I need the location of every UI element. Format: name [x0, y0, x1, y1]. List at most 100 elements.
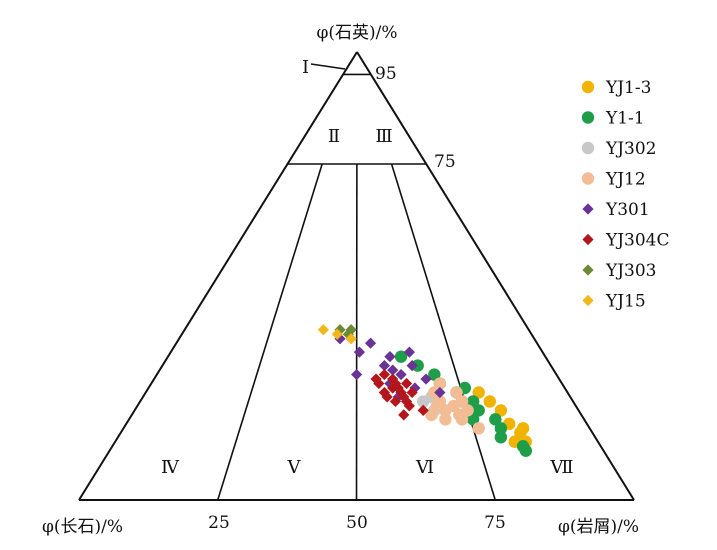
data-point: [466, 395, 480, 408]
data-point: [389, 395, 402, 408]
zone-label-vii: Ⅶ: [549, 457, 573, 478]
data-point: [417, 395, 430, 408]
data-point: [472, 422, 485, 435]
data-point: [334, 324, 346, 336]
legend-marker: [582, 203, 594, 215]
data-point: [455, 395, 469, 408]
data-point: [378, 360, 390, 372]
zone-label-i: Ⅰ: [302, 57, 309, 78]
data-point: [433, 377, 447, 390]
legend-marker: [581, 111, 595, 124]
legend-label: YJ15: [605, 292, 646, 312]
legend-label: YJ303: [605, 261, 657, 281]
data-point: [395, 368, 407, 381]
data-point: [387, 364, 399, 376]
data-point: [345, 333, 357, 345]
legend-marker: [582, 294, 594, 307]
data-point: [461, 404, 474, 417]
legend-label: Y301: [605, 200, 650, 220]
data-point: [387, 373, 399, 385]
zone-label-v: Ⅴ: [287, 457, 302, 478]
data-point: [353, 346, 366, 358]
data-point: [516, 422, 530, 435]
data-point: [406, 360, 418, 372]
data-point: [400, 377, 413, 390]
data-point: [398, 409, 410, 421]
data-point: [466, 413, 480, 426]
tick-label-50: 50: [346, 513, 368, 533]
data-point: [345, 324, 357, 336]
data-point: [450, 386, 463, 399]
data-points: [317, 324, 533, 457]
data-point: [406, 386, 418, 399]
data-point: [398, 391, 410, 403]
legend-label: YJ304C: [605, 231, 670, 251]
axis-label-lithic: φ(岩屑)/%: [558, 517, 639, 537]
data-point: [483, 395, 497, 408]
tick-label-75: 75: [434, 152, 456, 172]
legend-marker: [581, 172, 595, 185]
legend-label: Y1-1: [605, 109, 645, 129]
data-point: [519, 444, 533, 457]
ternary-frame: [78, 51, 635, 501]
zone-label-vi: Ⅵ: [415, 457, 434, 478]
legend-label: YJ302: [605, 139, 657, 159]
tick-label-95: 95: [375, 64, 397, 84]
data-point: [400, 395, 413, 408]
triangle-edge-right: [356, 51, 635, 501]
data-point: [364, 337, 377, 349]
data-point: [472, 404, 485, 417]
tick-label-75-base: 75: [484, 513, 506, 533]
data-point: [434, 386, 446, 399]
series-yj15: [317, 324, 357, 345]
data-point: [317, 324, 329, 336]
legend-marker: [581, 141, 595, 155]
zone-label-ii: Ⅱ: [328, 126, 340, 147]
legend: YJ1-3 Y1-1 YJ302 YJ12 Y301 YJ304C YJ303 YJ15: [581, 78, 670, 312]
data-point: [403, 400, 415, 412]
zone-label-iv: Ⅳ: [161, 457, 180, 478]
data-point: [370, 373, 382, 385]
data-point: [425, 408, 438, 422]
data-point: [494, 404, 508, 417]
chart-labels: φ(石英)/% φ(长石)/% φ(岩屑)/% 95 75 25 50 75 Ⅰ Ⅱ Ⅲ Ⅳ Ⅴ Ⅵ Ⅶ: [42, 23, 639, 537]
data-point: [489, 413, 502, 426]
triangle-edge-left: [78, 51, 358, 501]
data-point: [394, 350, 408, 363]
data-point: [384, 351, 396, 363]
legend-marker: [582, 264, 594, 276]
data-point: [351, 368, 363, 381]
legend-label: YJ1-3: [605, 78, 651, 98]
data-point: [417, 404, 429, 416]
data-point: [494, 422, 508, 435]
data-point: [342, 328, 354, 340]
data-point: [381, 391, 393, 403]
zone-i-leader: [310, 63, 346, 70]
series-yj303: [334, 324, 357, 340]
ray-25-line: [216, 163, 323, 501]
data-point: [430, 399, 444, 413]
data-point: [439, 413, 452, 426]
data-point: [334, 333, 346, 345]
legend-label: YJ12: [605, 170, 646, 190]
data-point: [378, 368, 390, 381]
data-point: [331, 328, 343, 340]
data-point: [395, 386, 407, 399]
tick-label-25: 25: [208, 513, 230, 533]
data-point: [403, 346, 415, 358]
data-point: [472, 386, 485, 399]
ray-75-line: [390, 163, 497, 501]
zone-label-iii: Ⅲ: [375, 126, 392, 147]
data-point: [420, 373, 432, 385]
legend-marker: [582, 233, 594, 246]
data-point: [455, 413, 469, 426]
series-yj12: [425, 377, 485, 435]
axis-label-feldspar: φ(长石)/%: [42, 517, 123, 537]
data-point: [389, 377, 402, 390]
data-point: [494, 431, 508, 444]
legend-marker: [581, 80, 595, 94]
data-point: [428, 368, 441, 381]
series-yj304c: [370, 368, 429, 421]
axis-label-quartz: φ(石英)/%: [316, 23, 397, 43]
